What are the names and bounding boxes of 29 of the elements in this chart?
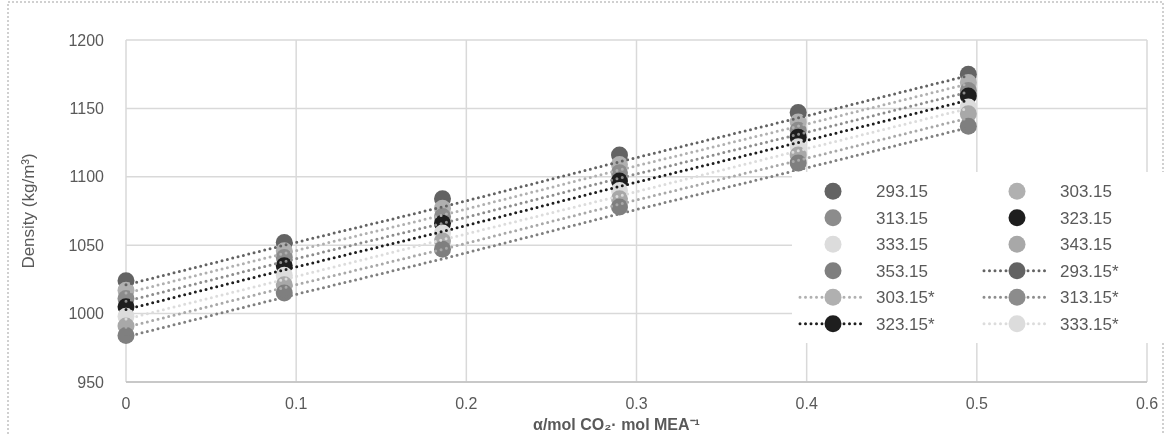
legend-label: 293.15*	[1060, 261, 1119, 281]
y-tick-label: 1100	[69, 168, 105, 186]
legend-label: 353.15	[876, 261, 928, 281]
legend-label: 333.15*	[1060, 314, 1119, 334]
legend-label: 343.15	[1060, 235, 1112, 255]
y-tick-label: 1150	[69, 100, 105, 117]
legend-label: 303.15	[1060, 182, 1112, 202]
legend-label: 293.15	[876, 182, 928, 202]
legend-label: 303.15*	[876, 288, 935, 308]
point	[117, 326, 135, 344]
x-tick-label: 0.6	[1135, 395, 1159, 412]
y-tick-label: 1050	[68, 236, 105, 254]
legend-label: 323.15*	[876, 314, 935, 334]
legend-label: 323.15	[1060, 208, 1112, 228]
x-tick-label: 0.4	[795, 395, 818, 412]
x-tick-label: 0.5	[965, 395, 989, 412]
point	[959, 117, 977, 135]
y-tick-label: 950	[77, 373, 105, 391]
legend-label: 333.15	[876, 235, 928, 255]
x-tick-label: 0.2	[455, 395, 478, 412]
legend-label: 313.15*	[1060, 288, 1119, 308]
x-axis-title: α/mol CO₂· mol MEA⁻¹	[533, 416, 700, 433]
x-tick-label: 0	[121, 395, 131, 412]
legend-label: 313.15	[876, 208, 928, 228]
x-tick-label: 0.3	[625, 395, 648, 412]
y-tick-label: 1000	[68, 305, 105, 323]
y-axis-title: Density (kg/m³)	[18, 153, 38, 269]
x-tick-label: 0.1	[285, 395, 308, 412]
y-tick-label: 1200	[68, 31, 105, 49]
